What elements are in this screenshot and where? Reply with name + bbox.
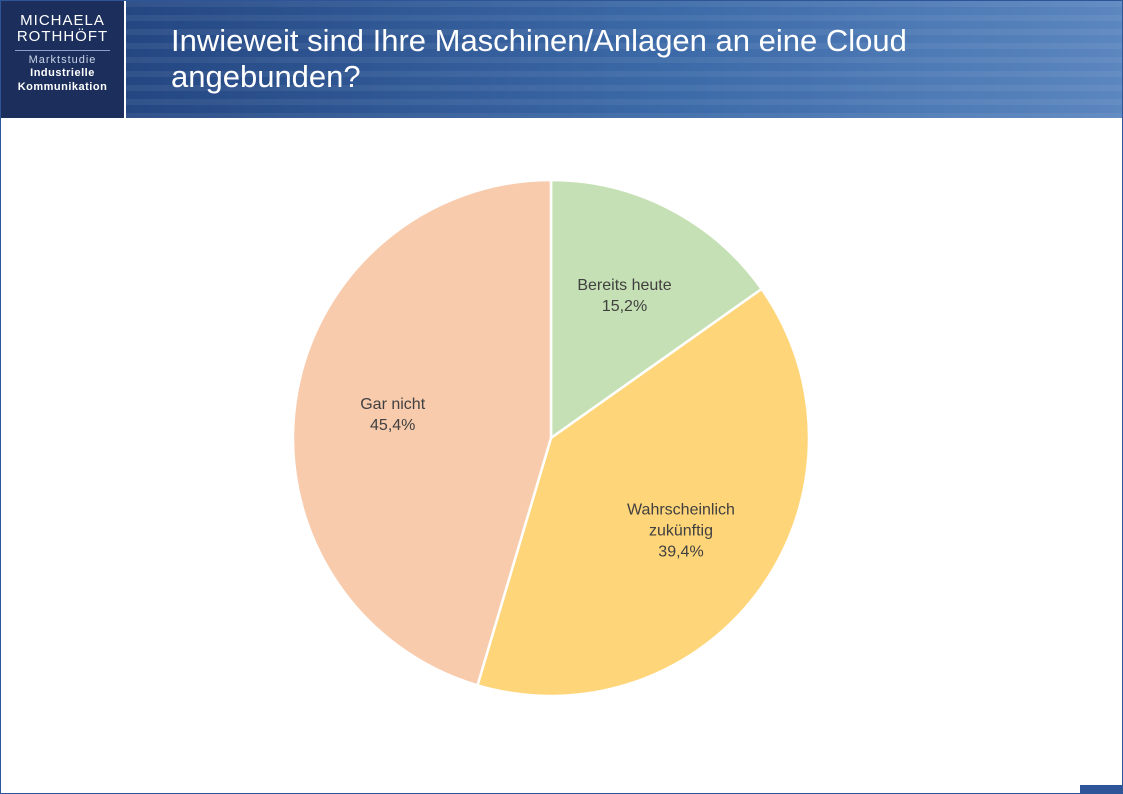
pie-slice bbox=[291, 178, 553, 687]
data-label: Wahrscheinlich zukünftig 39,4% bbox=[621, 500, 741, 563]
value-label: 45,4% bbox=[370, 416, 416, 434]
pie-slice bbox=[475, 287, 811, 698]
logo-text: MICHAELA bbox=[20, 12, 105, 29]
topic-label: Industrielle bbox=[30, 67, 95, 79]
pie-slice bbox=[549, 178, 764, 441]
data-label: Gar nicht 45,4% bbox=[333, 394, 453, 436]
category-label: Bereits heute bbox=[577, 276, 672, 294]
chart-title: Inwieweit sind Ihre Maschinen/Anlagen an… bbox=[171, 23, 907, 94]
value-label: 15,2% bbox=[601, 297, 648, 315]
logo: MICHAELA ROTHHÖFT Marktstudie Industriel… bbox=[1, 1, 126, 118]
header-band bbox=[1, 1, 1122, 118]
logo-text: ROTHHÖFT bbox=[16, 28, 109, 45]
corner-mark bbox=[1080, 785, 1122, 793]
study-label: Marktstudie bbox=[15, 50, 110, 66]
data-label: Bereits heute 15,2% bbox=[565, 275, 685, 317]
topic-label: Kommunikation bbox=[17, 81, 108, 93]
category-label: Wahrscheinlich zukünftig bbox=[627, 501, 735, 540]
category-label: Gar nicht bbox=[360, 395, 426, 413]
value-label: 39,4% bbox=[658, 543, 704, 561]
